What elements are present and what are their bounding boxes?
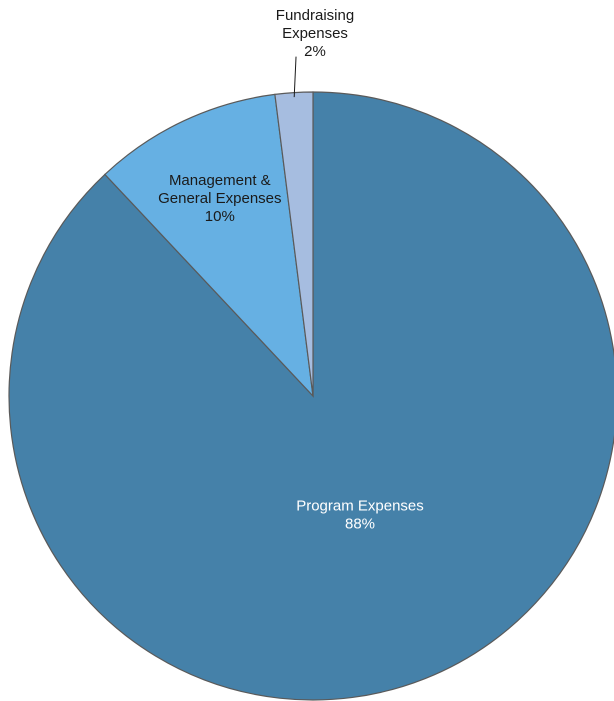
leader-line-fundraising-expenses [293,56,297,98]
pie-slices [8,91,614,701]
slice-label-management-and-general-expenses: Management & General Expenses 10% [158,172,281,225]
slice-name-label: General Expenses [158,190,281,207]
slice-label-fundraising-expenses: Fundraising Expenses 2% [276,7,354,60]
slice-label-program-expenses: Program Expenses 88% [296,498,424,533]
slice-value-label: 2% [304,43,326,60]
pie-slice-program-expenses [8,91,614,701]
slice-name-label: Management & [169,172,271,189]
slice-name-label: Program Expenses [296,498,424,515]
pie-slice-management-and-general-expenses [104,93,314,398]
leader-lines [293,56,297,98]
slice-name-label: Expenses [282,25,348,42]
slice-labels: Program Expenses 88% Management & General E… [158,7,424,533]
slice-value-label: 88% [345,516,375,533]
slice-name-label: Fundraising [276,7,354,24]
slice-value-label: 10% [205,208,235,225]
